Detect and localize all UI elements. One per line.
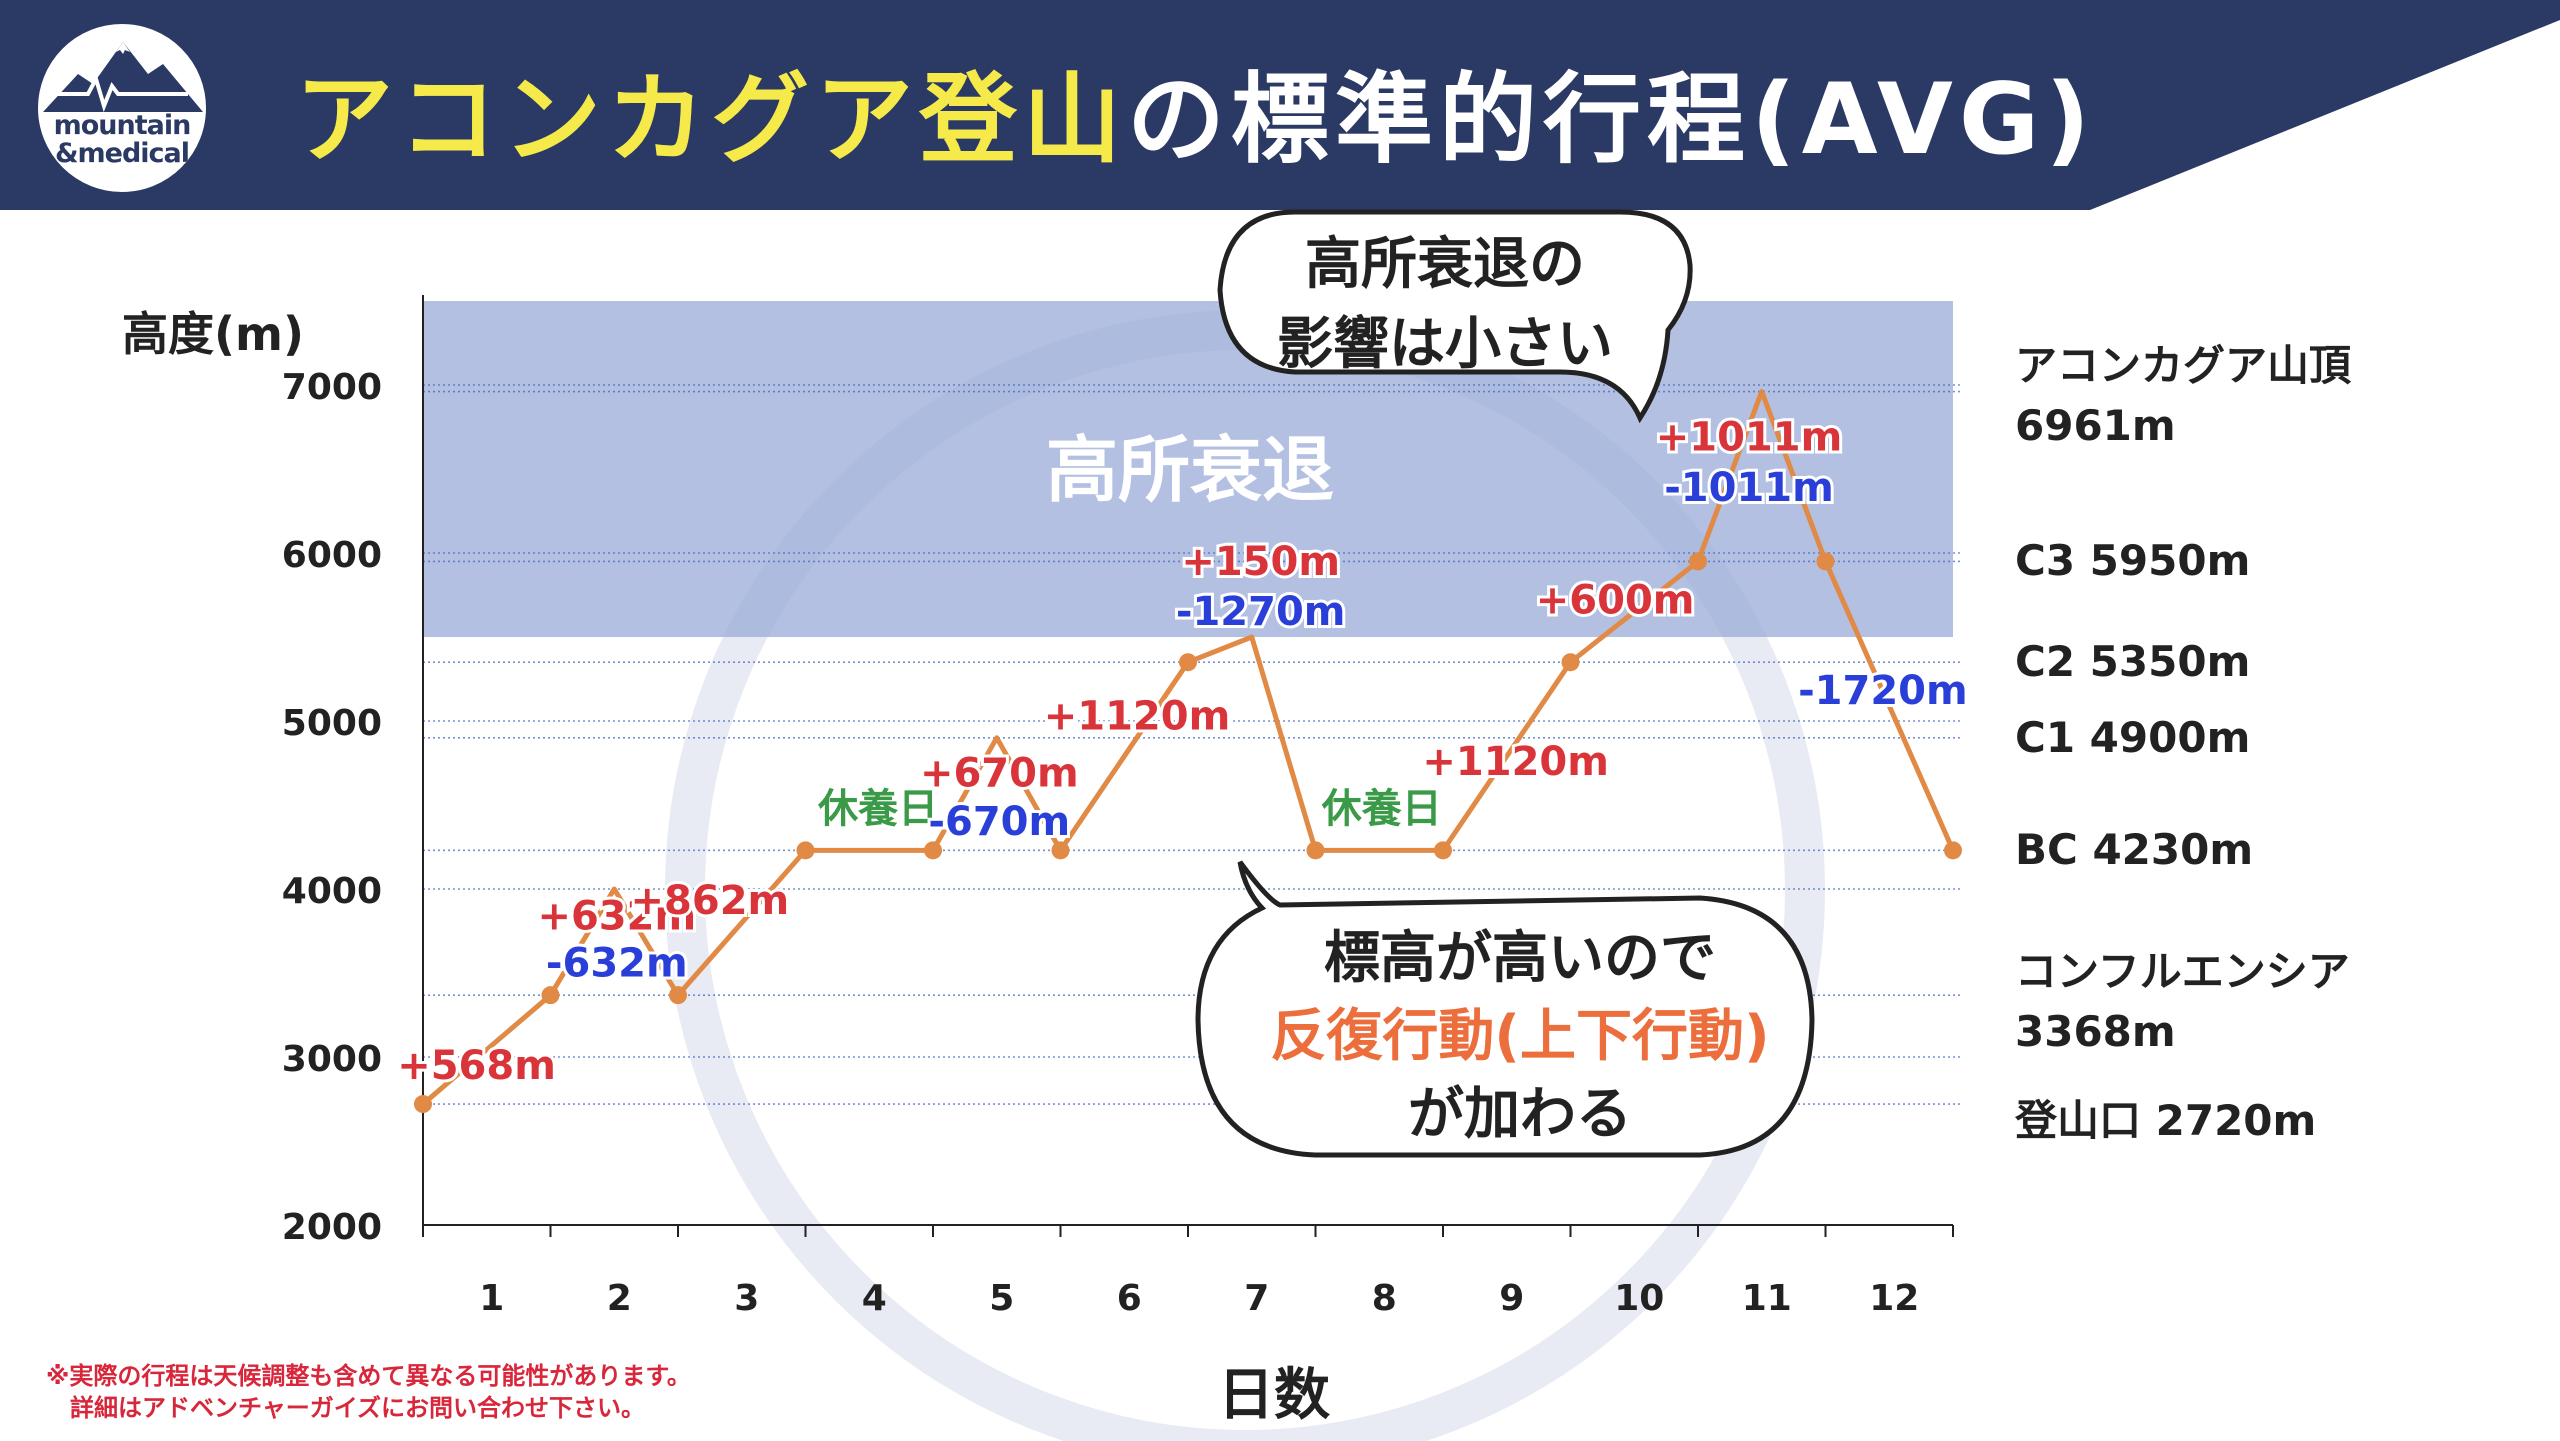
bubble-bottom-text: 標高が高いので 反復行動(上下行動) が加わる [1200,920,1840,1154]
x-tick-label: 11 [1742,1278,1792,1319]
bubble-bottom-line1: 標高が高いので [1324,926,1716,991]
altitude-legend-line1: C2 5350m [2015,637,2251,687]
segment-label-down: -1720m [1798,668,1968,714]
altitude-legend-item: C2 5350m [2015,632,2250,692]
data-point [1306,841,1325,860]
data-point [1689,552,1707,571]
x-tick-label: 6 [1117,1278,1142,1319]
mountain-medical-logo: mountain &medical [32,18,212,198]
y-tick-label: 3000 [282,1039,382,1080]
altitude-legend-line2: 3368m [2015,1006,2176,1056]
segment-label-up: +600m [1536,577,1695,623]
bubble-bottom-shape [1195,860,1815,1158]
data-point [669,986,687,1005]
disclaimer-line2: 詳細はアドベンチャーガイズにお問い合わせ下さい。 [70,1394,646,1422]
x-tick-label: 1 [479,1278,504,1319]
hapo-zone [423,301,1953,637]
reference-lines [423,384,1961,1105]
altitude-legend-line2: 6961m [2015,401,2176,451]
segment-label-rest: 休養日 [1321,786,1442,832]
segment-label-rest: 休養日 [817,786,938,832]
bubble-top-line1: 高所衰退の [1305,232,1585,297]
x-tick-label: 5 [989,1278,1014,1319]
altitude-legend-line1: C1 4900m [2015,712,2251,762]
page-title: アコンカグア登山の標準的行程(AVG) [295,40,2096,182]
segment-label-down: -632m [546,940,688,986]
speech-bubbles [1195,209,1815,1158]
segment-label-up: +862m [631,878,790,924]
y-tick-label: 7000 [282,367,382,408]
title-highlight: アコンカグア登山 [295,63,1128,177]
data-point [1434,841,1452,860]
data-point [1051,841,1070,860]
segment-label-down: -1270m [1176,589,1346,635]
data-point [796,841,815,860]
x-tick-label: 4 [862,1278,887,1319]
altitude-legend-line1: 登山口 2720m [2015,1095,2317,1145]
y-tick-label: 5000 [282,703,382,744]
segment-labels: +568m+632m-632m+862m休養日+670m-670m+1120m+… [394,412,1970,1092]
altitude-legend-item: BC 4230m [2015,820,2253,880]
segment-label-up: +1120m [1422,739,1609,785]
x-tick-label: 9 [1499,1278,1524,1319]
header-banner: mountain &medical アコンカグア登山の標準的行程(AVG) [0,0,2560,210]
altitude-series [414,389,1962,1114]
bubble-top-text: 高所衰退の 影響は小さい [1225,225,1665,385]
altitude-legend-item: C3 5950m [2015,531,2250,591]
disclaimer-line1: ※実際の行程は天候調整も含めて異なる可能性があります。 [46,1362,691,1390]
altitude-legend-line1: コンフルエンシア [2015,946,2350,996]
segment-label-up: +150m [1181,539,1340,585]
altitude-legend-item: コンフルエンシア 3368m [2015,942,2350,1062]
data-point [1179,653,1197,672]
data-point [924,841,942,860]
data-point [541,986,560,1005]
segment-label-down: -1011m [1664,465,1834,511]
x-tick-label: 3 [734,1278,759,1319]
segment-label-up: +1120m [1044,693,1231,739]
bubble-bottom-line3: が加わる [1408,1082,1632,1147]
x-tick-label: 8 [1372,1278,1397,1319]
altitude-legend-line1: BC 4230m [2015,825,2254,875]
header-background [0,0,2560,210]
y-tick-label: 4000 [282,871,382,912]
data-point [1944,841,1962,860]
logo-text-mountain: mountain [53,110,192,141]
data-point [414,1095,432,1114]
segment-label-down: -670m [928,799,1070,845]
altitude-legend-item: 登山口 2720m [2015,1091,2316,1151]
segment-label-up: +632m [537,893,696,939]
bubble-top-shape [1217,209,1693,424]
segment-label-up: +670m [920,751,1079,797]
data-point [1561,653,1580,672]
altitude-legend-line1: アコンカグア山頂 [2015,341,2352,391]
data-point [1816,552,1835,571]
altitude-legend-item: アコンカグア山頂 6961m [2015,336,2351,456]
mountain-logo-icon [43,42,203,113]
y-tick-label: 2000 [282,1207,382,1248]
segment-label-up: +568m [397,1043,556,1089]
altitude-legend-line1: C3 5950m [2015,536,2251,586]
x-axis-title: 日数 [1218,1363,1330,1428]
x-tick-label: 2 [607,1278,632,1319]
bubble-bottom-line2: 反復行動(上下行動) [1270,1004,1770,1069]
x-tick-label: 7 [1244,1278,1269,1319]
hapo-zone-layer: 高所衰退 [423,301,1953,637]
y-axis-title: 高度(m) [122,307,304,361]
segment-label-up: +1011m [1656,415,1843,461]
y-tick-label: 6000 [282,535,382,576]
hapo-zone-label: 高所衰退 [1046,428,1334,512]
altitude-legend-item: C1 4900m [2015,708,2250,768]
bubble-top-line2: 影響は小さい [1277,312,1613,377]
x-tick-label: 12 [1869,1278,1919,1319]
logo-text-medical: &medical [54,138,190,169]
title-rest: の標準的行程(AVG) [1127,63,2097,177]
x-tick-label: 10 [1614,1278,1664,1319]
